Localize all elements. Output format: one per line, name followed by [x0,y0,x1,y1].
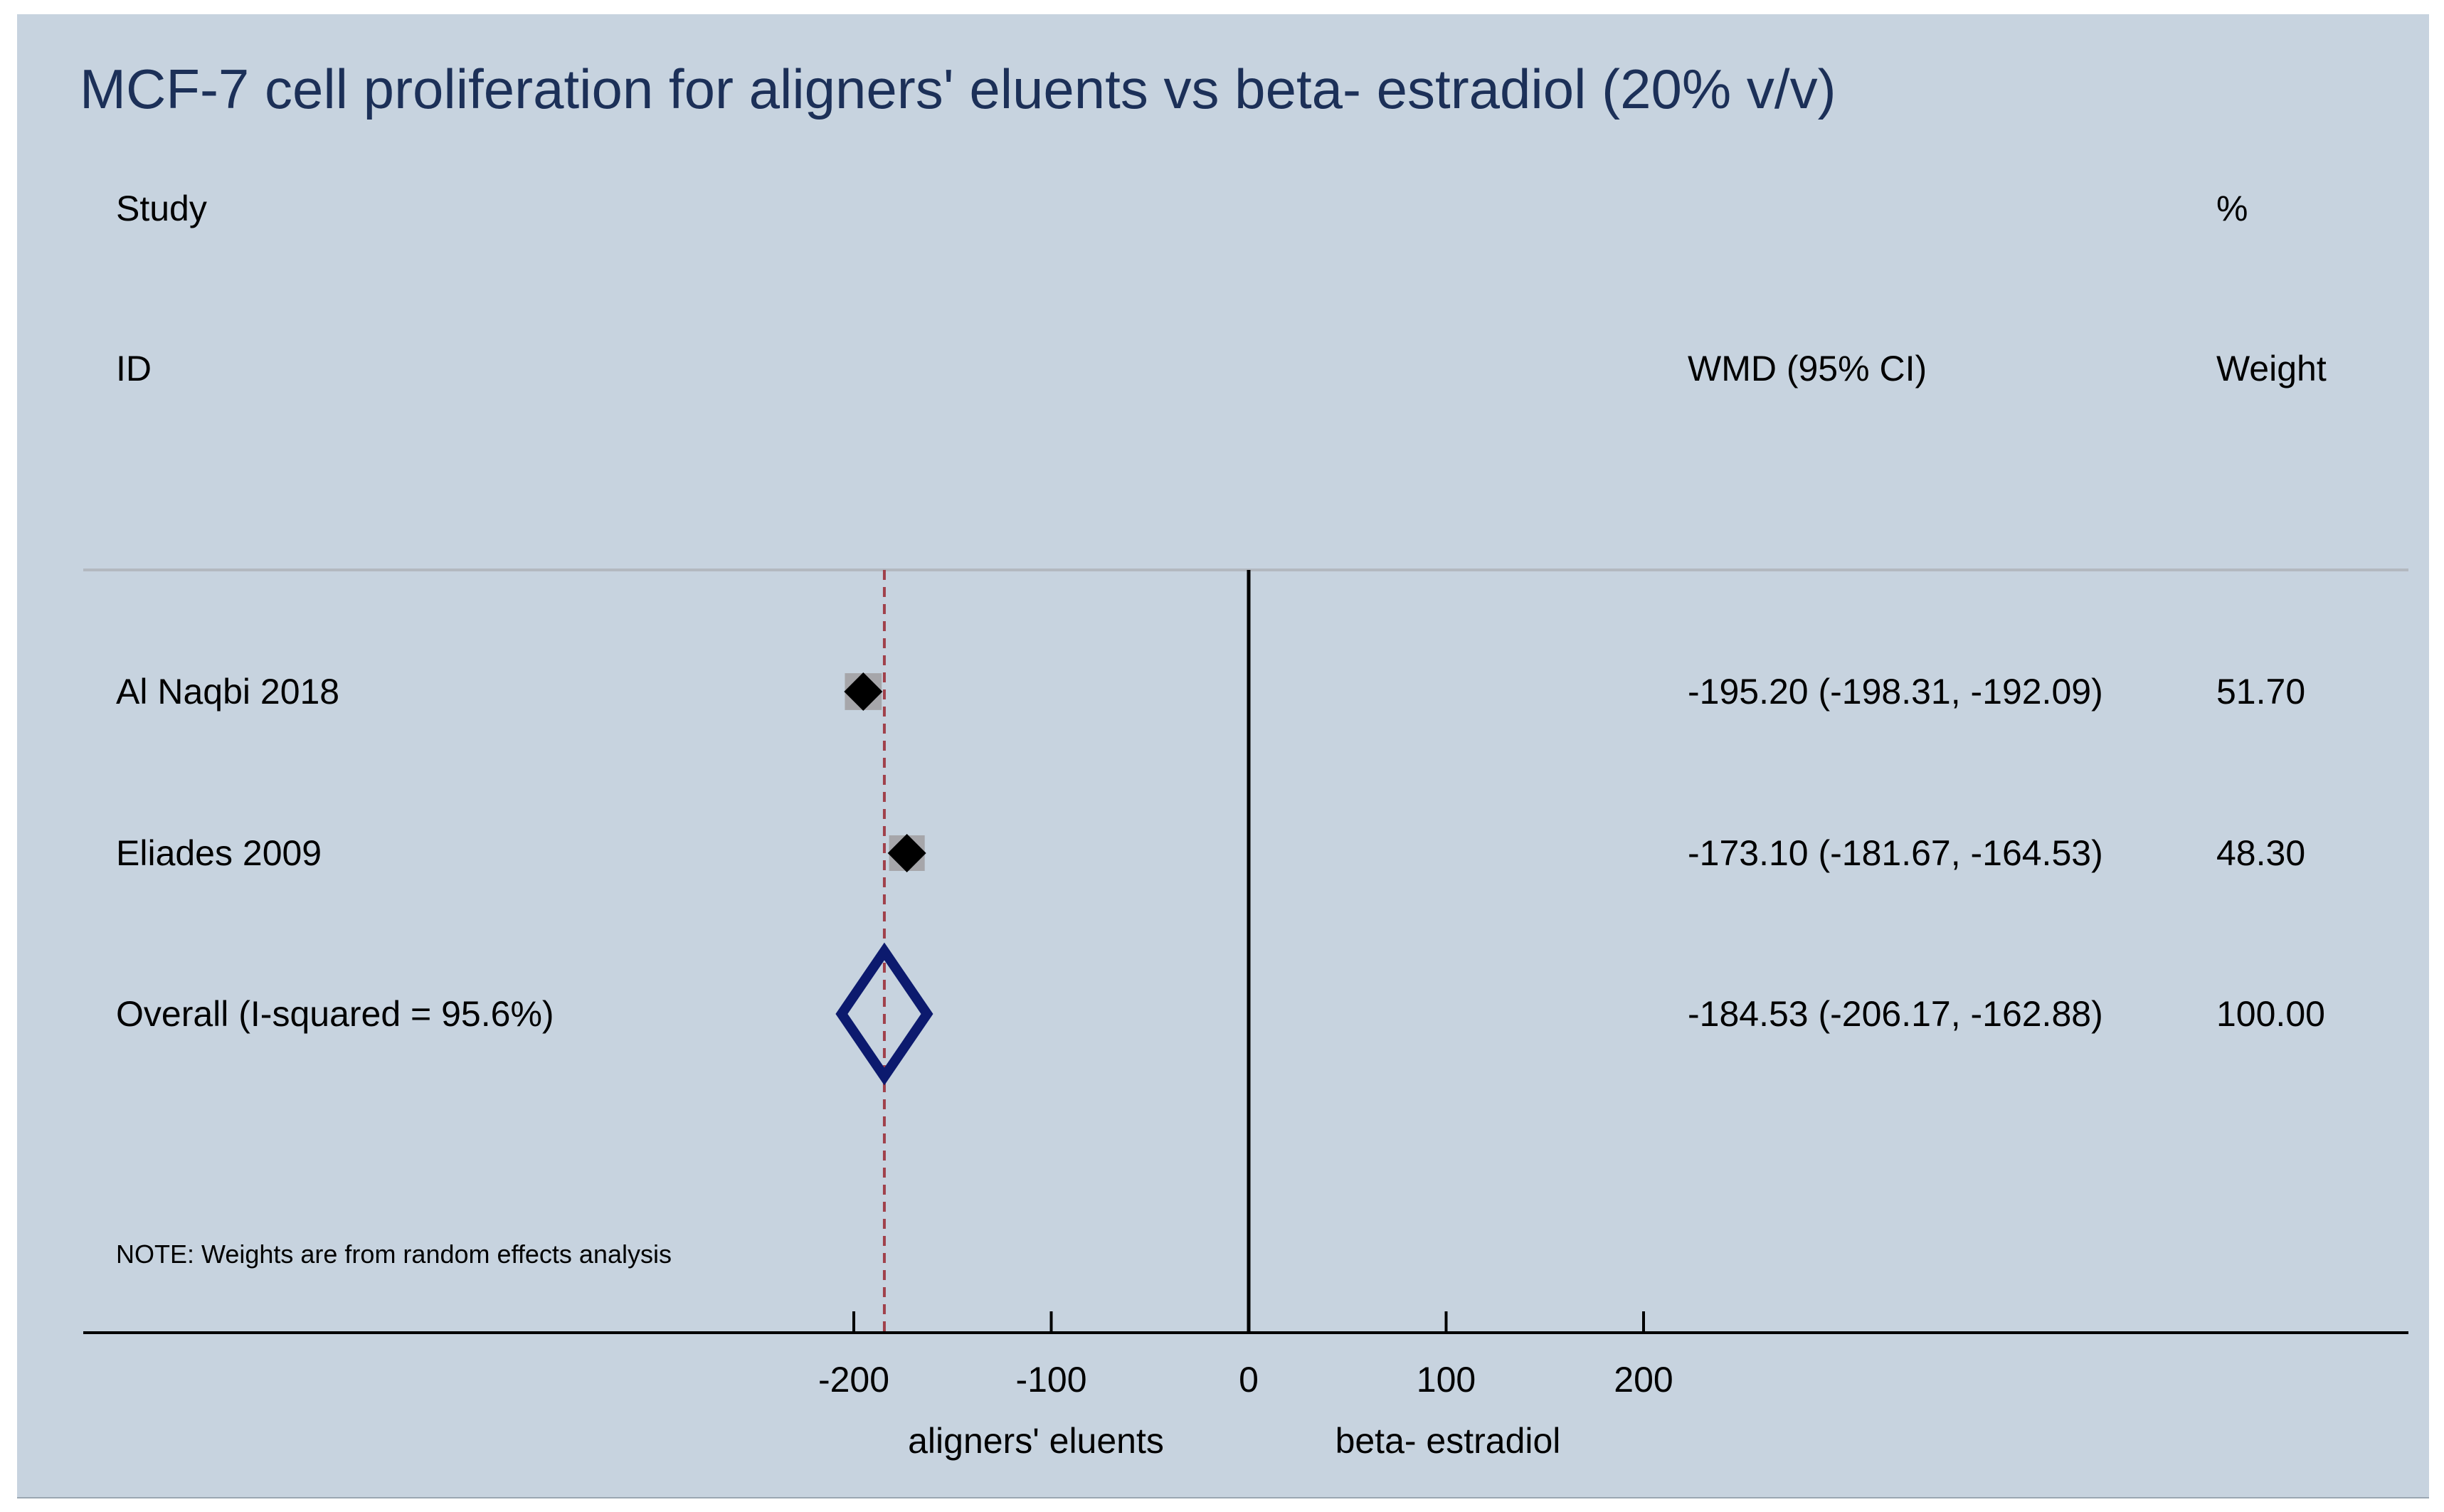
study-point-marker [844,672,883,711]
study-rows: Al Naqbi 2018 -195.20 (-198.31, -192.09) 5… [116,672,2325,1034]
plot-marks: -200 -100 0 100 200 [83,570,2408,1400]
x-tick-label: 0 [1239,1360,1259,1400]
header-id: ID [116,349,152,388]
header-effect: WMD (95% CI) [1688,349,1927,388]
header-percent: % [2216,189,2248,228]
x-tick-label: 100 [1417,1360,1476,1400]
plot-background [17,14,2429,1498]
favours-left-label: aligners' eluents [908,1421,1164,1461]
overall-label: Overall (I-squared = 95.6%) [116,994,554,1034]
overall-weight: 100.00 [2216,994,2325,1034]
favours-right-label: beta- estradiol [1335,1421,1561,1461]
x-tick-label: -100 [1015,1360,1086,1400]
chart-title: MCF-7 cell proliferation for aligners' e… [80,58,1836,120]
study-label: Al Naqbi 2018 [116,672,339,712]
header-weight: Weight [2216,349,2327,388]
x-tick-label: 200 [1614,1360,1673,1400]
study-effect-ci: -173.10 (-181.67, -164.53) [1688,833,2103,873]
study-weight: 51.70 [2216,672,2305,712]
study-point-marker [887,834,926,872]
header-study: Study [116,189,207,228]
study-label: Eliades 2009 [116,833,322,873]
x-tick-label: -200 [818,1360,889,1400]
overall-effect-ci: -184.53 (-206.17, -162.88) [1688,994,2103,1034]
study-weight: 48.30 [2216,833,2305,873]
weights-note: NOTE: Weights are from random effects an… [116,1239,672,1269]
overall-diamond [835,942,933,1086]
study-effect-ci: -195.20 (-198.31, -192.09) [1688,672,2103,712]
